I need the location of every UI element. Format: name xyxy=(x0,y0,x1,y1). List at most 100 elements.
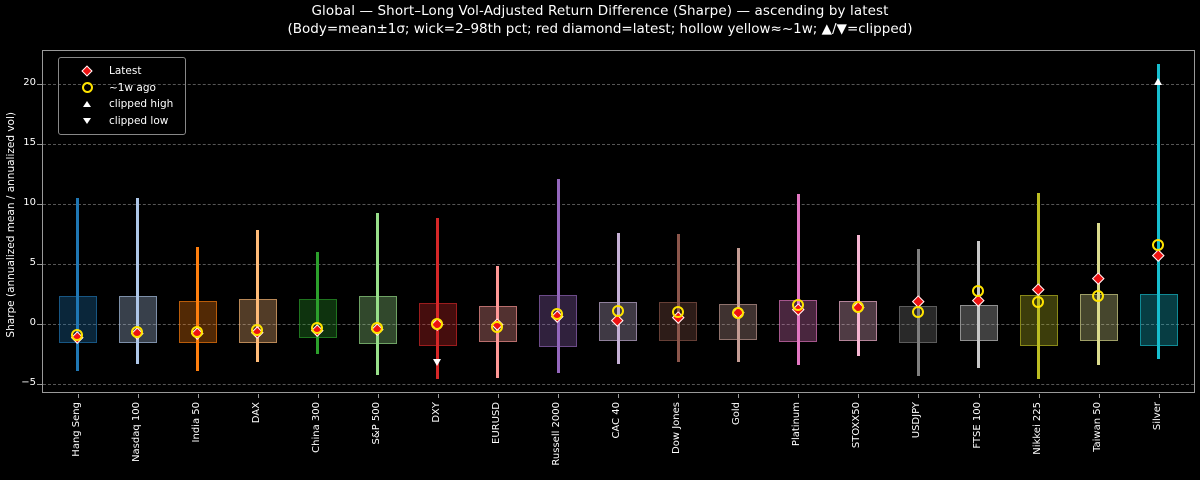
y-tick-mark xyxy=(37,383,42,385)
gridline xyxy=(43,83,1194,85)
legend-marker xyxy=(69,65,105,77)
week-ago-circle-icon xyxy=(1092,289,1105,302)
white-triangle-down-icon xyxy=(83,117,91,124)
legend-item: Latest xyxy=(69,63,173,80)
week-ago-circle-icon xyxy=(431,317,444,330)
x-tick-label: Dow Jones xyxy=(671,402,683,454)
y-tick-mark xyxy=(37,323,42,325)
legend-item-label: clipped low xyxy=(109,114,169,127)
week-ago-circle-icon xyxy=(130,325,143,338)
y-tick-label: 10 xyxy=(23,197,36,209)
x-tick-label: Russell 2000 xyxy=(551,402,563,466)
x-tick-mark xyxy=(558,394,560,398)
week-ago-circle-icon xyxy=(311,322,324,335)
x-tick-mark xyxy=(978,394,980,398)
hollow-yellow-circle-icon xyxy=(81,82,93,94)
red-diamond-icon xyxy=(81,65,93,77)
week-ago-circle-icon xyxy=(251,323,264,336)
x-tick-label: India 50 xyxy=(190,402,202,443)
x-tick-mark xyxy=(77,394,79,398)
x-tick-label: Silver xyxy=(1151,402,1163,431)
x-tick-label: DXY xyxy=(430,402,442,423)
x-tick-mark xyxy=(1098,394,1100,398)
x-tick-mark xyxy=(858,394,860,398)
candle-wick xyxy=(616,232,620,364)
candle-wick xyxy=(1157,64,1161,359)
week-ago-circle-icon xyxy=(611,305,624,318)
week-ago-circle-icon xyxy=(551,308,564,321)
x-tick-mark xyxy=(1038,394,1040,398)
candle-wick xyxy=(376,213,380,375)
y-tick-label: 20 xyxy=(23,77,36,89)
candle-wick xyxy=(856,235,860,357)
week-ago-circle-icon xyxy=(491,320,504,333)
x-tick-label: DAX xyxy=(250,402,262,424)
x-tick-mark xyxy=(918,394,920,398)
white-triangle-up-icon xyxy=(83,101,91,108)
x-tick-label: Platinum xyxy=(791,402,803,447)
x-tick-mark xyxy=(738,394,740,398)
x-tick-mark xyxy=(137,394,139,398)
clipped-low-icon xyxy=(433,358,442,366)
candle-wick xyxy=(736,248,740,363)
y-tick-label: 0 xyxy=(29,317,36,329)
x-tick-mark xyxy=(197,394,199,398)
gridline xyxy=(43,203,1194,205)
x-tick-label: EURUSD xyxy=(490,402,502,444)
legend: Latest ~1w ago clipped high clipped low xyxy=(58,57,187,135)
week-ago-circle-icon xyxy=(791,299,804,312)
legend-marker xyxy=(69,101,105,108)
x-tick-label: Hang Seng xyxy=(70,402,82,457)
y-tick-mark xyxy=(37,143,42,145)
y-tick-label: 15 xyxy=(23,137,36,149)
x-tick-mark xyxy=(678,394,680,398)
week-ago-circle-icon xyxy=(1032,295,1045,308)
gridline xyxy=(43,383,1194,385)
x-tick-label: STOXX50 xyxy=(851,402,863,449)
legend-marker xyxy=(69,82,105,94)
x-tick-mark xyxy=(437,394,439,398)
week-ago-circle-icon xyxy=(1152,239,1165,252)
x-tick-mark xyxy=(317,394,319,398)
x-tick-label: Nikkei 225 xyxy=(1031,402,1043,455)
x-tick-mark xyxy=(377,394,379,398)
x-tick-label: China 300 xyxy=(310,402,322,453)
y-tick-mark xyxy=(37,203,42,205)
week-ago-circle-icon xyxy=(911,305,924,318)
x-tick-label: FTSE 100 xyxy=(971,402,983,449)
candle-wick xyxy=(316,251,320,354)
x-tick-mark xyxy=(257,394,259,398)
week-ago-circle-icon xyxy=(70,329,83,342)
gridline xyxy=(43,143,1194,145)
chart-subtitle: (Body=mean±1σ; wick=2–98th pct; red diam… xyxy=(287,21,913,37)
legend-item: clipped high xyxy=(69,96,173,113)
chart-title: Global — Short–Long Vol-Adjusted Return … xyxy=(311,3,889,19)
week-ago-circle-icon xyxy=(971,285,984,298)
clipped-high-icon xyxy=(1154,77,1163,85)
week-ago-circle-icon xyxy=(191,325,204,338)
week-ago-circle-icon xyxy=(671,305,684,318)
y-tick-mark xyxy=(37,83,42,85)
candle-wick xyxy=(436,218,440,380)
legend-item-label: clipped high xyxy=(109,98,174,111)
x-tick-mark xyxy=(618,394,620,398)
x-tick-label: S&P 500 xyxy=(370,402,382,445)
week-ago-circle-icon xyxy=(851,301,864,314)
x-tick-label: USDJPY xyxy=(911,402,923,439)
week-ago-circle-icon xyxy=(371,321,384,334)
legend-item: ~1w ago xyxy=(69,80,173,97)
x-tick-label: CAC 40 xyxy=(611,402,623,439)
x-tick-label: Gold xyxy=(731,402,743,425)
x-tick-mark xyxy=(497,394,499,398)
x-tick-mark xyxy=(798,394,800,398)
x-tick-label: Nasdaq 100 xyxy=(130,402,142,462)
candle-wick xyxy=(76,197,79,371)
legend-item: clipped low xyxy=(69,113,173,130)
legend-marker xyxy=(69,117,105,124)
week-ago-circle-icon xyxy=(731,306,744,319)
candle-wick xyxy=(196,247,200,371)
candle-wick xyxy=(556,178,560,374)
legend-item-label: ~1w ago xyxy=(109,81,156,94)
candle-wick xyxy=(676,233,680,363)
y-tick-mark xyxy=(37,263,42,265)
